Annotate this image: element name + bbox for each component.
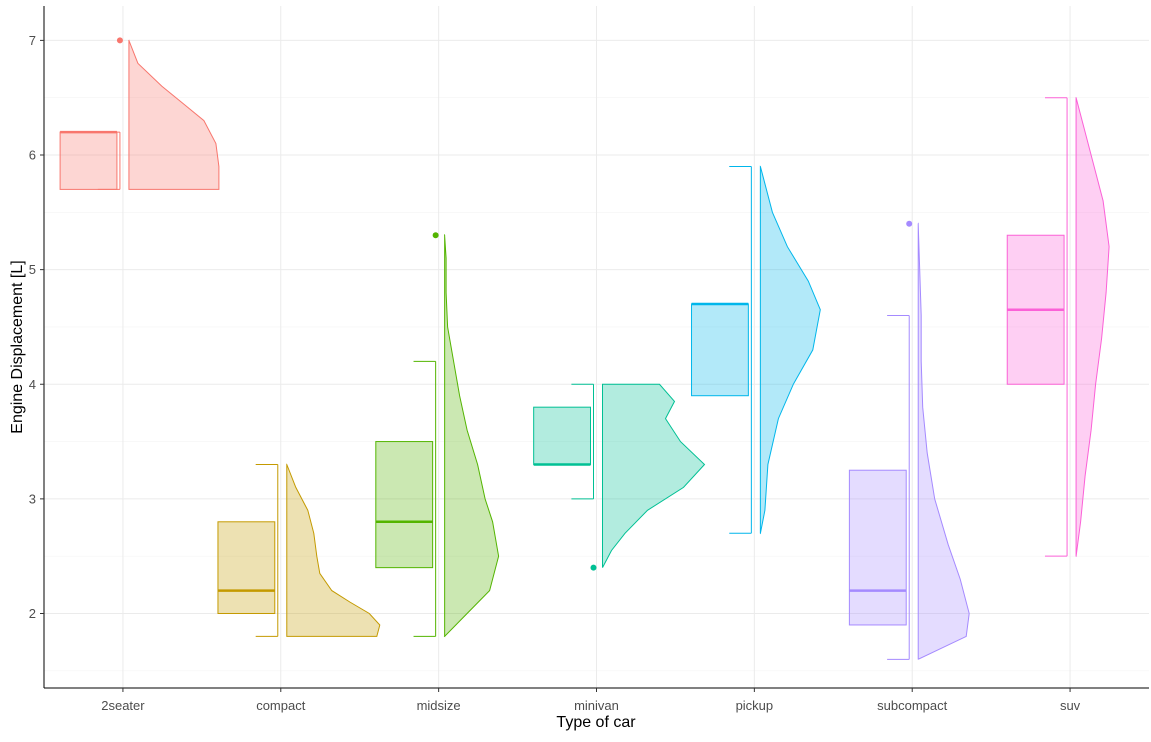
iqr-box-minivan (533, 406, 592, 465)
raincloud-2seater (59, 37, 220, 190)
density-minivan (602, 383, 706, 568)
outlier-point-midsize (432, 232, 439, 239)
iqr-box-subcompact (848, 469, 907, 626)
iqr-box-pickup (691, 303, 749, 397)
x-tick-label: suv (1060, 698, 1081, 713)
x-tick-label: midsize (417, 698, 461, 713)
raincloud-pickup (691, 165, 821, 535)
density-pickup (759, 165, 821, 535)
density-subcompact (917, 222, 970, 660)
y-tick-label: 6 (29, 148, 36, 163)
raincloud-minivan (533, 383, 706, 571)
y-tick-label: 3 (29, 491, 36, 506)
raincloud-compact (217, 463, 381, 637)
grid-lines (44, 6, 1149, 688)
x-tick-label: 2seater (101, 698, 145, 713)
density-suv (1075, 97, 1110, 557)
density-2seater (128, 39, 220, 190)
density-compact (286, 463, 381, 637)
density-midsize (443, 233, 500, 638)
y-tick-label: 4 (29, 377, 36, 392)
x-tick-label: subcompact (877, 698, 947, 713)
chart-marks (59, 37, 1110, 660)
outlier-point-subcompact (906, 220, 913, 227)
iqr-box-midsize (375, 441, 434, 569)
iqr-box-2seater (59, 131, 118, 190)
y-axis-title: Engine Displacement [L] (9, 260, 26, 433)
y-tick-label: 7 (29, 33, 36, 48)
x-tick-label: pickup (736, 698, 774, 713)
raincloud-midsize (375, 232, 500, 638)
outlier-point-minivan (590, 564, 597, 571)
raincloud-subcompact (848, 220, 970, 660)
tick-labels: 2 3 4 5 6 7 2seater compact midsize minivan pickup… (29, 33, 1081, 713)
outlier-point-2seater (116, 37, 123, 44)
x-tick-label: compact (256, 698, 306, 713)
raincloud-suv (1006, 97, 1110, 557)
x-axis-title: Type of car (556, 714, 636, 731)
x-tick-label: minivan (574, 698, 619, 713)
y-tick-label: 5 (29, 262, 36, 277)
y-tick-label: 2 (29, 606, 36, 621)
iqr-box-compact (217, 521, 276, 614)
